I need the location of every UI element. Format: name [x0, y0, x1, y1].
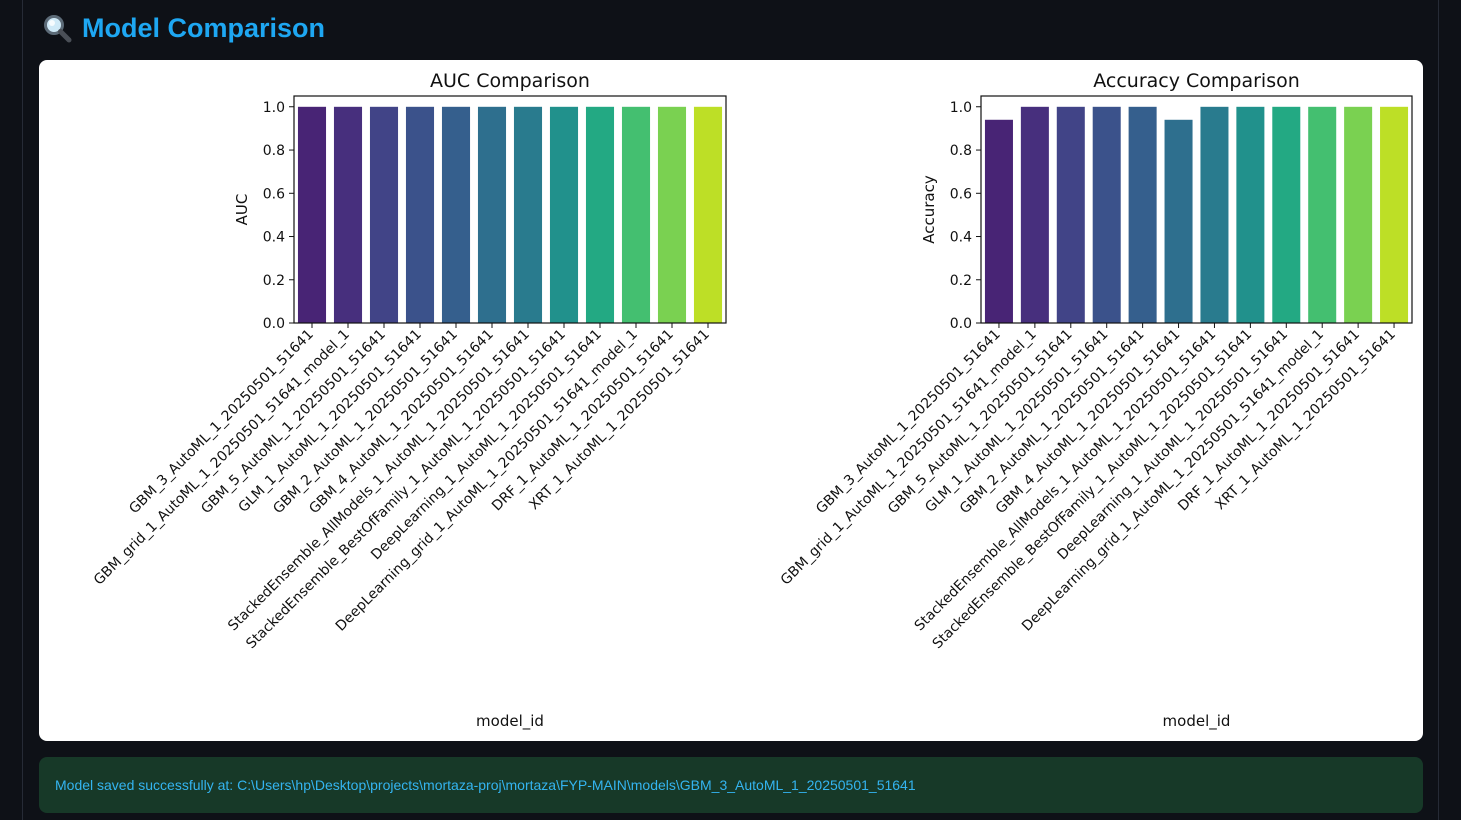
- success-alert: Model saved successfully at: C:\Users\hp…: [39, 757, 1423, 813]
- bar: [513, 106, 543, 323]
- bar: [1344, 106, 1373, 323]
- y-tick-label: 0.2: [263, 273, 285, 289]
- right-rail: [1438, 0, 1439, 820]
- bar: [1308, 106, 1337, 323]
- left-rail: [22, 0, 23, 820]
- chart-panel: 0.0 0.2 0.4 0.6 0.8 1.0 GBM_3_AutoML_1_2025050…: [39, 60, 1423, 741]
- bar: [585, 106, 615, 323]
- bar: [984, 119, 1013, 324]
- bar: [1092, 106, 1121, 323]
- page-title: Model Comparison: [82, 12, 326, 43]
- bar: [369, 106, 399, 323]
- x-axis-label: model_id: [1163, 712, 1231, 731]
- bar: [621, 106, 651, 323]
- bar: [657, 106, 687, 323]
- plot-frame: [293, 95, 727, 324]
- y-tick-label: 0.6: [950, 186, 972, 202]
- bar: [405, 106, 435, 323]
- chart-accuracy: 0.00.20.40.60.81.0GBM_3_AutoML_1_2025050…: [778, 70, 1413, 731]
- y-axis-label: AUC: [233, 194, 251, 226]
- y-tick-label: 1.0: [950, 100, 972, 116]
- comparison-charts: 0.00.20.40.60.81.0GBM_3_AutoML_1_2025050…: [91, 70, 1413, 731]
- y-tick-label: 0.4: [263, 230, 285, 246]
- plot-frame: [980, 95, 1413, 324]
- bar: [333, 106, 363, 323]
- y-axis-label: Accuracy: [920, 175, 938, 244]
- bar: [1164, 119, 1193, 324]
- page-header: Model Comparison: [42, 8, 325, 48]
- y-tick-label: 0.2: [950, 273, 972, 289]
- bar: [693, 106, 723, 323]
- chart-title: Accuracy Comparison: [1093, 70, 1300, 92]
- bar: [1236, 106, 1265, 323]
- y-tick-label: 0.0: [263, 316, 285, 332]
- y-tick-label: 0.4: [950, 230, 972, 246]
- y-tick-label: 0.8: [950, 143, 972, 159]
- chart-title: AUC Comparison: [430, 70, 590, 92]
- bar: [441, 106, 471, 323]
- bar: [1380, 106, 1409, 323]
- bar: [1128, 106, 1157, 323]
- chart-auc: 0.00.20.40.60.81.0GBM_3_AutoML_1_2025050…: [91, 70, 727, 731]
- y-tick-label: 0.8: [263, 143, 285, 159]
- success-message: Model saved successfully at: C:\Users\hp…: [55, 777, 916, 793]
- y-tick-label: 1.0: [263, 100, 285, 116]
- bar: [1272, 106, 1301, 323]
- bar: [477, 106, 507, 323]
- y-tick-label: 0.6: [263, 186, 285, 202]
- magnifier-icon: [44, 15, 72, 43]
- bar: [1056, 106, 1085, 323]
- bar: [549, 106, 579, 323]
- bar: [1200, 106, 1229, 323]
- bar: [1020, 106, 1049, 323]
- x-axis-label: model_id: [476, 712, 544, 731]
- y-tick-label: 0.0: [950, 316, 972, 332]
- bar: [297, 106, 327, 323]
